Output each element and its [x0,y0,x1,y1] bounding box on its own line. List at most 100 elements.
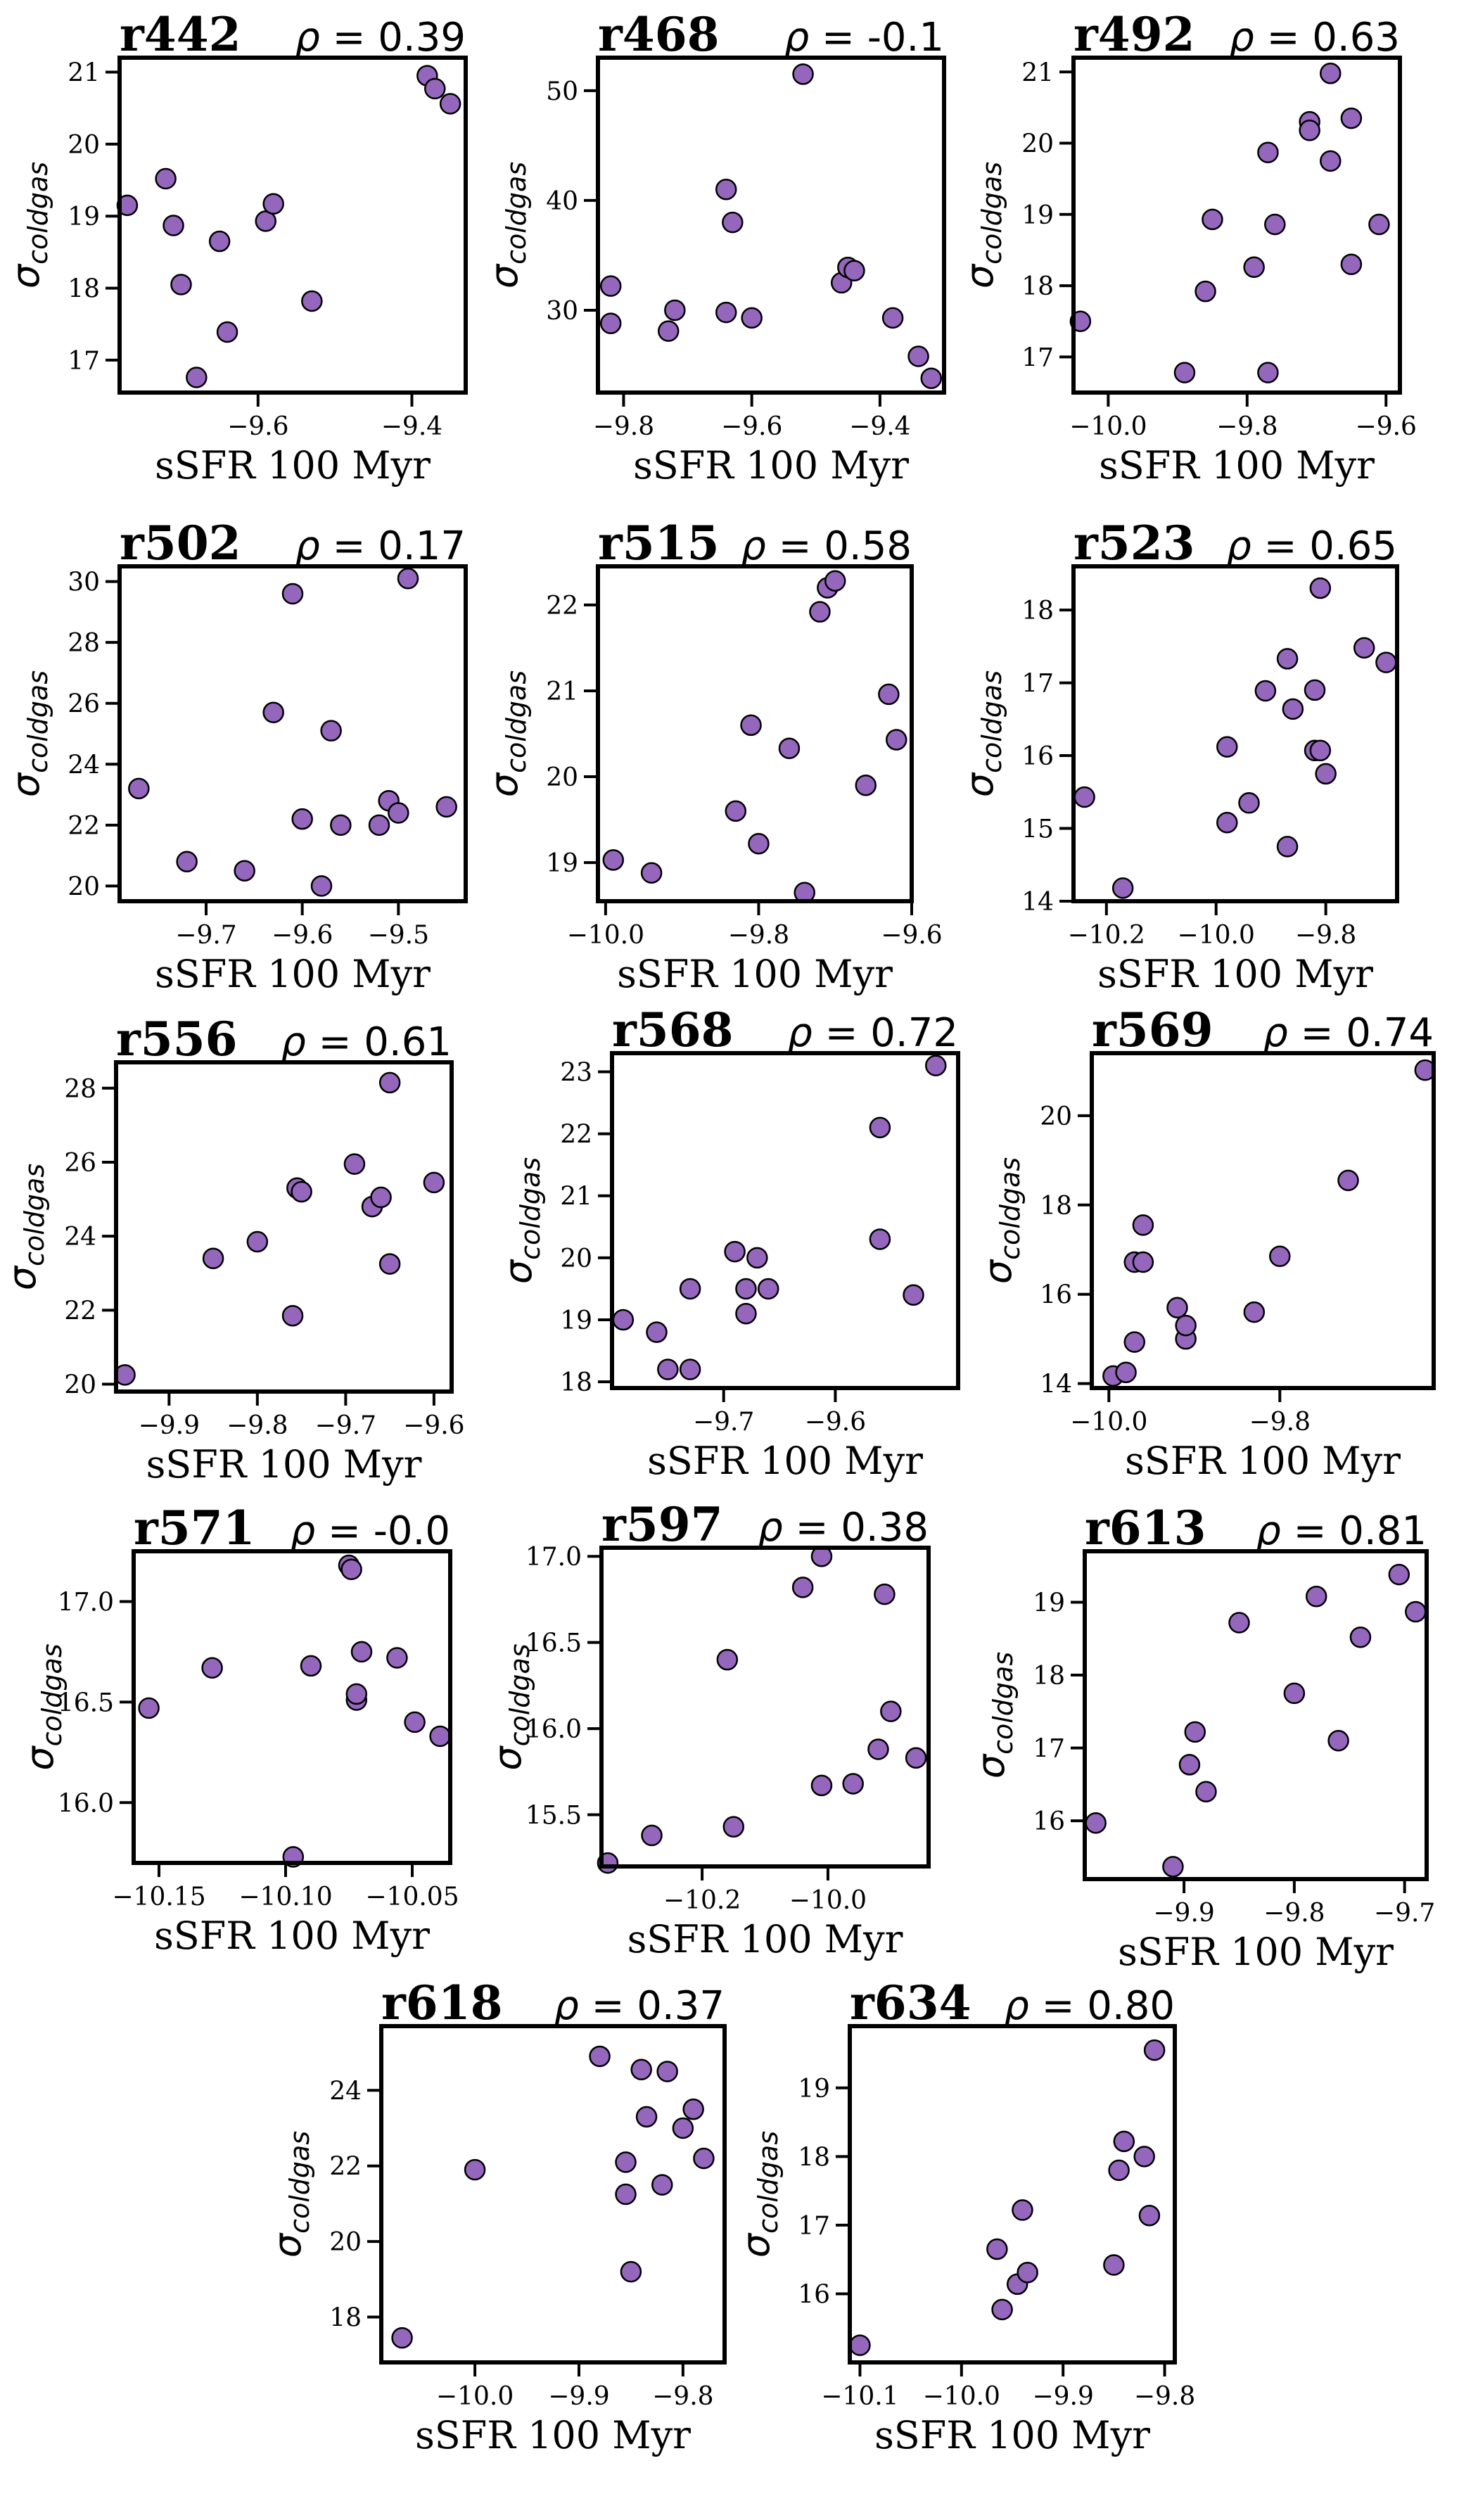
plot-frame [117,564,468,903]
data-point [869,1228,891,1250]
y-tick-label: 19 [560,1306,592,1335]
data-point [1405,1601,1427,1623]
x-axis-label: sSFR 100 Myr [155,443,431,488]
y-label-symbol: σ [957,263,1002,288]
data-point [735,1278,757,1300]
x-tick-label: −10.0 [789,1886,867,1915]
data-point [991,2298,1013,2321]
x-axis-label: sSFR 100 Myr [647,1439,923,1483]
data-point [1017,2261,1038,2284]
y-label-subscript: coldgas [515,1157,546,1260]
x-axis-label: sSFR 100 Myr [627,1917,903,1961]
data-point [310,875,333,897]
subplot-title: r502 [120,516,241,571]
data-point [1315,763,1337,785]
subplot-r569: r569 ρ = 0.74 −10.0 −9.8 14 16 18 20 sSFR 100 My… [976,1003,1436,1483]
subplot-r618: r618 ρ = 0.37 −10.0 −9.9 −9.8 18 20 22 24 sSFR 10… [265,1975,727,2457]
data-point [1133,2146,1155,2168]
y-tick-label: 22 [546,592,578,621]
data-point [138,1697,160,1719]
data-point [391,2327,413,2349]
y-tick-label: 19 [1033,1589,1065,1617]
x-tick-label: −9.7 [175,921,236,950]
data-point [464,2158,486,2181]
data-point [885,729,907,751]
y-label-subscript: coldgas [501,670,532,773]
y-label-symbol: σ [976,1259,1020,1284]
y-tick-label: 17 [1033,1735,1065,1764]
data-point [792,63,814,85]
rho-value: = 0.74 [1301,1010,1434,1056]
y-tick-label: 21 [68,58,100,87]
data-point [397,568,419,590]
data-point [810,1774,833,1797]
y-tick-label: 20 [68,131,100,160]
x-tick-label: −10.15 [112,1883,205,1911]
data-point [330,814,352,836]
data-point [429,1725,451,1748]
data-point [1216,736,1238,758]
data-point [809,601,831,623]
subplot-title: r597 [601,1497,723,1552]
data-point [656,2061,678,2082]
data-point [262,193,284,215]
subplot-r556: r556 ρ = 0.61 −9.9 −9.8 −9.7 −9.6 20 22 24 26 28 sS… [0,1012,465,1487]
data-point [1320,150,1342,172]
data-point [1305,1585,1327,1608]
y-axis-label: σcoldgas [957,670,1007,797]
y-tick-label: 24 [329,2077,362,2106]
rho-symbol: ρ [295,523,332,569]
x-tick-label: −9.8 [728,921,789,950]
data-point [1173,362,1196,383]
y-tick-label: 22 [560,1121,592,1150]
y-label-symbol: σ [485,1745,530,1771]
rho-symbol: ρ [741,523,778,569]
data-point [855,774,877,796]
data-point [262,701,284,723]
y-tick-label: 17.0 [58,1588,114,1617]
data-point [1243,1301,1266,1323]
data-point [651,2174,673,2196]
y-axis-label: σcoldgas [734,2131,784,2258]
data-point [216,321,238,343]
data-point [1257,362,1279,383]
x-tick-label: −9.6 [403,1411,464,1440]
rho-value: = 0.37 [592,1983,725,2029]
data-point [646,1321,668,1343]
subplot-title: r571 [134,1501,255,1555]
subplot-id: r568 [612,1003,734,1057]
data-point [1238,792,1260,814]
y-tick-label: 18 [1021,272,1054,301]
x-tick-label: −9.4 [849,412,910,441]
x-tick-label: −9.9 [1032,2382,1093,2411]
subplot-title: r613 [1085,1501,1206,1555]
data-point [679,1278,701,1300]
subplot-id: r523 [1073,516,1195,571]
x-axis-label: sSFR 100 Myr [1099,443,1375,488]
data-point [208,230,231,253]
data-point [1368,213,1390,236]
y-axis-label: σcoldgas [4,670,53,797]
subplot-r515: r515 ρ = 0.58 −10.0 −9.8 −9.6 19 20 21 22 sSFR 10… [482,516,943,996]
x-tick-label: −9.4 [381,412,442,441]
data-point [1132,1214,1154,1236]
x-tick-label: −9.8 [1295,921,1356,950]
x-tick-label: −10.0 [923,2382,1000,2411]
y-tick-label: 23 [560,1058,592,1087]
data-point [724,1240,746,1263]
data-point [1175,1314,1197,1337]
y-label-subscript: coldgas [501,162,532,265]
y-tick-label: 16 [1021,742,1054,771]
rho-value: = 0.80 [1042,1983,1175,2029]
data-point [378,1253,401,1275]
x-tick-label: −9.9 [548,2382,609,2411]
y-label-subscript: coldgas [976,670,1007,773]
data-point [300,1655,322,1677]
data-point [439,93,461,115]
y-tick-label: 19 [798,2075,830,2104]
y-tick-label: 16.0 [525,1715,582,1744]
data-point [1194,280,1216,303]
plot-frame [379,2024,727,2365]
y-label-subscript: coldgas [19,1164,50,1266]
data-point [757,1278,779,1300]
